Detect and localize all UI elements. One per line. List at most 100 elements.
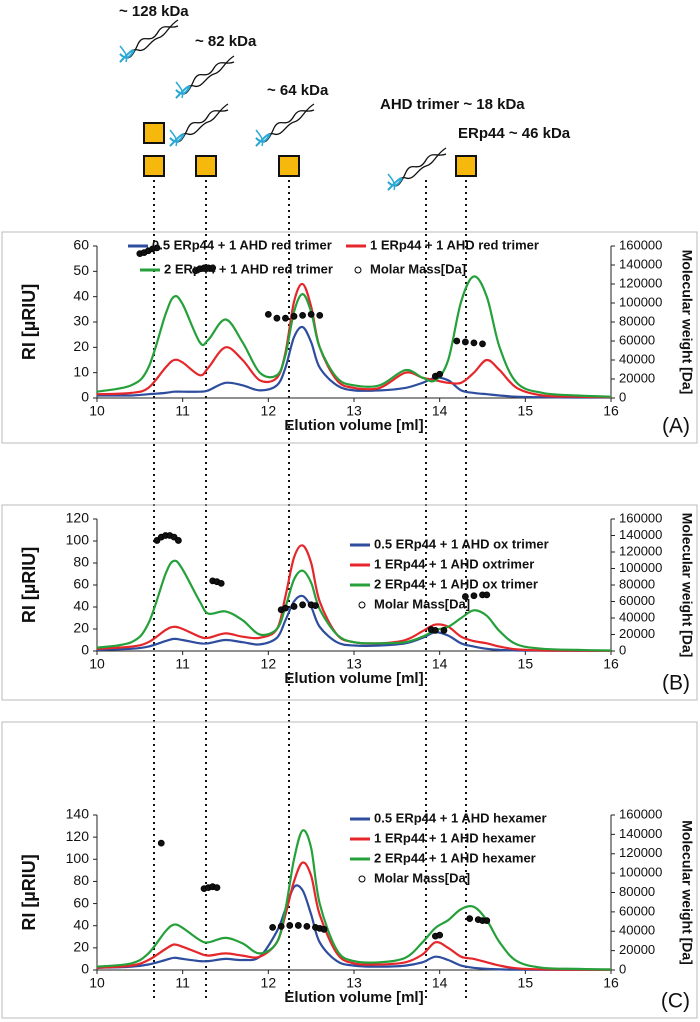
molar-mass-point	[290, 603, 298, 610]
molar-mass-point	[453, 337, 461, 345]
series-line	[96, 884, 611, 971]
molar-mass-point	[157, 839, 165, 847]
molar-mass-point	[282, 314, 289, 322]
y2-tick-label: 120000	[619, 275, 662, 290]
molar-mass-point	[312, 602, 319, 610]
molar-mass-point	[174, 537, 182, 544]
molar-mass-point	[461, 593, 469, 600]
series-line	[96, 544, 612, 652]
molar-mass-point	[431, 626, 439, 634]
annotation: AHD trimer ~ 18 kDa	[380, 96, 525, 113]
molar-mass-point	[466, 915, 474, 923]
molar-mass-point	[217, 579, 225, 587]
panel-label: (A)	[662, 415, 690, 438]
panel-label: (B)	[662, 672, 690, 695]
x-tick-label: 11	[175, 403, 190, 419]
legend-label: 0.5 ERp44 + 1 AHD ox trimer	[374, 536, 549, 551]
y2-tick-label: 0	[619, 389, 626, 404]
x-tick-label: 16	[603, 975, 619, 991]
molar-mass-point	[299, 601, 307, 609]
y2-tick-label: 60000	[619, 903, 655, 918]
y-tick-label: 0	[81, 389, 89, 405]
charts: ~ 128 kDa ~ 82 kDa ~ 64 kDa AHD trimer ~ 18…	[1, 3, 698, 1019]
panel-frame	[1, 721, 698, 1019]
chart-panel: 0204060801001200200004000060000800001000…	[1, 504, 698, 701]
annotation: ~ 64 kDa	[267, 82, 329, 99]
x-tick-label: 10	[89, 975, 105, 991]
y2-tick-label: 80000	[619, 884, 655, 899]
y-tick-label: 120	[66, 510, 90, 526]
y-tick-label: 80	[73, 872, 89, 888]
molar-mass-point	[440, 626, 448, 634]
y2-tick-label: 20000	[619, 626, 655, 641]
y-tick-label: 120	[66, 828, 90, 844]
chart-panel: 0102030405060020000400006000080000100000…	[1, 231, 698, 444]
y-axis-title: RI [µRIU]	[19, 547, 39, 623]
x-tick-label: 12	[261, 656, 277, 672]
legend-swatch	[358, 875, 366, 883]
y-tick-label: 0	[81, 642, 89, 658]
panel-frame	[1, 231, 698, 444]
helix-icon	[169, 103, 229, 147]
marker-square	[143, 122, 165, 144]
squares	[143, 122, 477, 177]
x-tick-label: 13	[346, 656, 362, 672]
legend-label: 0.5 ERp44 + 1 AHD red trimer	[152, 237, 332, 252]
x-tick-label: 12	[261, 975, 277, 991]
legend-swatch	[358, 601, 366, 609]
legend-label: Molar Mass[Da]	[374, 870, 470, 885]
series-line	[96, 325, 611, 399]
molar-mass-point	[290, 312, 298, 320]
y2-tick-label: 120000	[619, 845, 662, 860]
y2-tick-label: 0	[619, 961, 626, 976]
y2-tick-label: 20000	[619, 370, 655, 385]
series-line	[96, 861, 612, 971]
molar-mass-point	[436, 370, 444, 378]
y2-tick-label: 120000	[619, 543, 662, 558]
helix-icon	[175, 55, 235, 99]
x-tick-label: 10	[89, 403, 105, 419]
y2-tick-label: 40000	[619, 609, 655, 624]
annotation: ~ 82 kDa	[195, 33, 257, 50]
y-tick-label: 20	[73, 939, 89, 955]
panel-label: (C)	[661, 990, 690, 1013]
x-tick-label: 13	[346, 403, 362, 419]
y2-tick-label: 140000	[619, 826, 662, 841]
y2-tick-label: 80000	[619, 576, 655, 591]
y2-tick-label: 20000	[619, 942, 655, 957]
molar-mass-point	[436, 931, 444, 939]
y-tick-label: 100	[66, 532, 90, 548]
legend-label: 2 ERp44 + 1 AHD ox trimer	[374, 576, 538, 591]
marker-square	[195, 155, 217, 177]
y-axis-title: RI [µRIU]	[19, 854, 39, 930]
molar-mass-point	[483, 917, 491, 924]
y-tick-label: 60	[73, 237, 89, 253]
y-tick-label: 100	[66, 850, 90, 866]
marker-square	[143, 155, 165, 177]
series-line	[96, 275, 612, 398]
y-tick-label: 0	[81, 961, 89, 977]
y-tick-label: 80	[73, 554, 89, 570]
chart-panel: 0 20 40 60 80 100 120 140 0 20000 40000 60000 80000 1…	[1, 721, 698, 1019]
guide-lines	[153, 180, 467, 1000]
molar-mass-point	[470, 339, 478, 347]
helix-icon	[387, 147, 447, 191]
molar-mass-point	[277, 923, 285, 930]
y2-tick-label: 60000	[619, 332, 655, 347]
x-tick-label: 15	[518, 403, 534, 419]
series-line	[96, 594, 611, 652]
x-tick-label: 16	[603, 403, 619, 419]
molar-mass-point	[470, 592, 478, 600]
series-line	[96, 282, 612, 399]
y-tick-label: 40	[73, 598, 89, 614]
molar-mass-point	[286, 922, 294, 929]
annotation: ~ 128 kDa	[119, 3, 189, 20]
molar-mass-point	[479, 340, 486, 348]
panel-frame	[1, 504, 698, 701]
y-tick-label: 20	[73, 338, 89, 354]
y-tick-label: 60	[73, 894, 89, 910]
y2-tick-label: 160000	[619, 237, 662, 252]
legend-label: Molar Mass[Da]	[370, 261, 466, 276]
y2-tick-label: 80000	[619, 313, 655, 328]
